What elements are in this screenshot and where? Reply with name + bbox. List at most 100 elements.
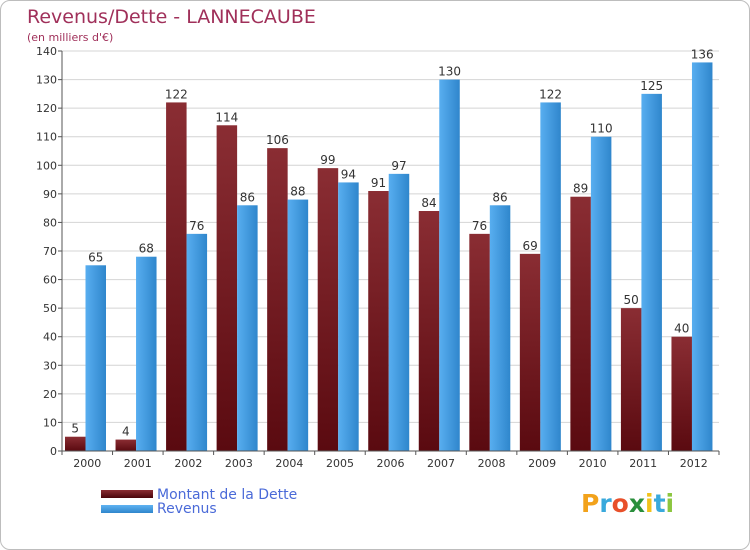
bar-revenus-2007 xyxy=(439,79,460,452)
y-tick-label: 0 xyxy=(50,445,57,458)
y-axis: 0 10 20 30 40 50 60 70 80 90 100 110 120 130 140 xyxy=(36,45,63,458)
logo-letter: i xyxy=(645,489,654,518)
x-tick-label-2009: 2009 xyxy=(528,457,556,470)
y-tick-label: 120 xyxy=(36,102,57,115)
bar-dette-2003 xyxy=(216,125,238,452)
bar-revenus-2011 xyxy=(641,93,662,451)
bars xyxy=(65,62,713,452)
proxiti-logo: Proxiti xyxy=(581,489,691,525)
data-labels: 5 65 4 68 122 76 114 86 106 88 99 94 91 97 84 130 76 86 69… xyxy=(71,47,713,438)
bar-dette-2006 xyxy=(368,191,389,451)
y-tick-label: 10 xyxy=(43,416,57,429)
y-tick-label: 20 xyxy=(43,388,57,401)
data-label-revenus-2004: 88 xyxy=(290,185,305,199)
bar-dette-2012 xyxy=(671,336,692,451)
x-tick-label-2001: 2001 xyxy=(124,457,152,470)
bar-revenus-2006 xyxy=(388,173,410,451)
data-label-dette-2000: 5 xyxy=(71,422,79,436)
x-tick-label-2010: 2010 xyxy=(579,457,607,470)
bar-dette-2011 xyxy=(620,308,642,451)
bar-revenus-2003 xyxy=(237,205,258,451)
bar-dette-2007 xyxy=(418,211,440,451)
y-tick-label: 60 xyxy=(43,274,57,287)
chart-title: Revenus/Dette - LANNECAUBE xyxy=(27,6,316,28)
data-label-dette-2005: 99 xyxy=(320,153,335,167)
bar-revenus-2012 xyxy=(691,62,713,452)
data-label-dette-2008: 76 xyxy=(472,219,487,233)
data-label-revenus-2011: 125 xyxy=(640,79,663,93)
y-tick-label: 140 xyxy=(36,45,57,58)
data-label-revenus-2006: 97 xyxy=(391,159,406,173)
bar-revenus-2004 xyxy=(287,199,309,451)
y-tick-label: 80 xyxy=(43,216,57,229)
data-label-dette-2002: 122 xyxy=(165,87,188,101)
logo-letter: x xyxy=(628,489,645,518)
data-label-dette-2001: 4 xyxy=(122,425,130,439)
bar-revenus-2010 xyxy=(590,136,612,451)
y-tick-label: 40 xyxy=(43,331,57,344)
logo-letter: t xyxy=(653,489,666,518)
data-label-revenus-2005: 94 xyxy=(341,167,356,181)
bar-dette-2009 xyxy=(519,253,541,451)
y-tick-label: 130 xyxy=(36,74,57,87)
logo-letter: r xyxy=(599,489,612,518)
logo-letter: o xyxy=(611,489,629,518)
bar-dette-2010 xyxy=(570,196,591,451)
data-label-dette-2010: 89 xyxy=(573,182,588,196)
x-axis: 2000 2001 2002 2003 2004 2005 2006 2007 2008 2009… xyxy=(61,450,720,470)
data-label-dette-2012: 40 xyxy=(674,322,689,336)
x-tick-label-2006: 2006 xyxy=(377,457,405,470)
legend-swatch-revenus xyxy=(101,505,153,513)
bar-dette-2000 xyxy=(65,436,86,451)
data-label-dette-2007: 84 xyxy=(421,196,436,210)
x-tick-label-2005: 2005 xyxy=(326,457,354,470)
bar-revenus-2000 xyxy=(85,265,106,451)
data-label-dette-2006: 91 xyxy=(371,176,386,190)
data-label-dette-2009: 69 xyxy=(522,239,537,253)
data-label-revenus-2000: 65 xyxy=(88,250,103,264)
data-label-revenus-2009: 122 xyxy=(539,87,562,101)
y-tick-label: 70 xyxy=(43,245,57,258)
bar-revenus-2001 xyxy=(136,256,157,451)
y-tick-label: 110 xyxy=(36,131,57,144)
x-tick-label-2007: 2007 xyxy=(427,457,455,470)
bar-dette-2008 xyxy=(469,233,490,451)
x-tick-label-2003: 2003 xyxy=(225,457,253,470)
data-label-revenus-2003: 86 xyxy=(240,190,255,204)
bar-revenus-2005 xyxy=(338,182,359,451)
data-label-revenus-2002: 76 xyxy=(189,219,204,233)
bar-revenus-2002 xyxy=(186,233,208,451)
bar-dette-2001 xyxy=(115,439,137,451)
y-tick-label: 100 xyxy=(36,159,57,172)
data-label-dette-2004: 106 xyxy=(266,133,289,147)
data-label-revenus-2007: 130 xyxy=(438,65,461,79)
x-tick-label-2012: 2012 xyxy=(680,457,708,470)
data-label-dette-2011: 50 xyxy=(624,293,639,307)
chart-subtitle: (en milliers d'€) xyxy=(27,31,114,44)
data-label-revenus-2008: 86 xyxy=(492,190,507,204)
x-tick-label-2002: 2002 xyxy=(174,457,202,470)
logo-letter: P xyxy=(581,489,600,518)
legend-label-dette: Montant de la Dette xyxy=(157,487,298,503)
bar-revenus-2008 xyxy=(489,205,511,451)
bar-dette-2004 xyxy=(267,148,288,451)
legend-swatch-dette xyxy=(101,490,153,498)
y-tick-label: 50 xyxy=(43,302,57,315)
logo-letter: i xyxy=(665,489,675,518)
x-tick-label-2000: 2000 xyxy=(73,457,101,470)
data-label-revenus-2010: 110 xyxy=(590,122,613,136)
y-tick-label: 90 xyxy=(43,188,57,201)
bar-dette-2005 xyxy=(317,168,339,451)
data-label-dette-2003: 114 xyxy=(215,110,238,124)
bar-revenus-2009 xyxy=(540,102,561,451)
legend-label-revenus: Revenus xyxy=(157,501,217,517)
data-label-revenus-2001: 68 xyxy=(139,242,154,256)
bar-dette-2002 xyxy=(166,102,187,451)
data-label-revenus-2012: 136 xyxy=(691,47,714,61)
y-tick-label: 30 xyxy=(43,359,57,372)
x-tick-label-2008: 2008 xyxy=(478,457,506,470)
x-tick-label-2011: 2011 xyxy=(629,457,657,470)
x-tick-label-2004: 2004 xyxy=(275,457,303,470)
